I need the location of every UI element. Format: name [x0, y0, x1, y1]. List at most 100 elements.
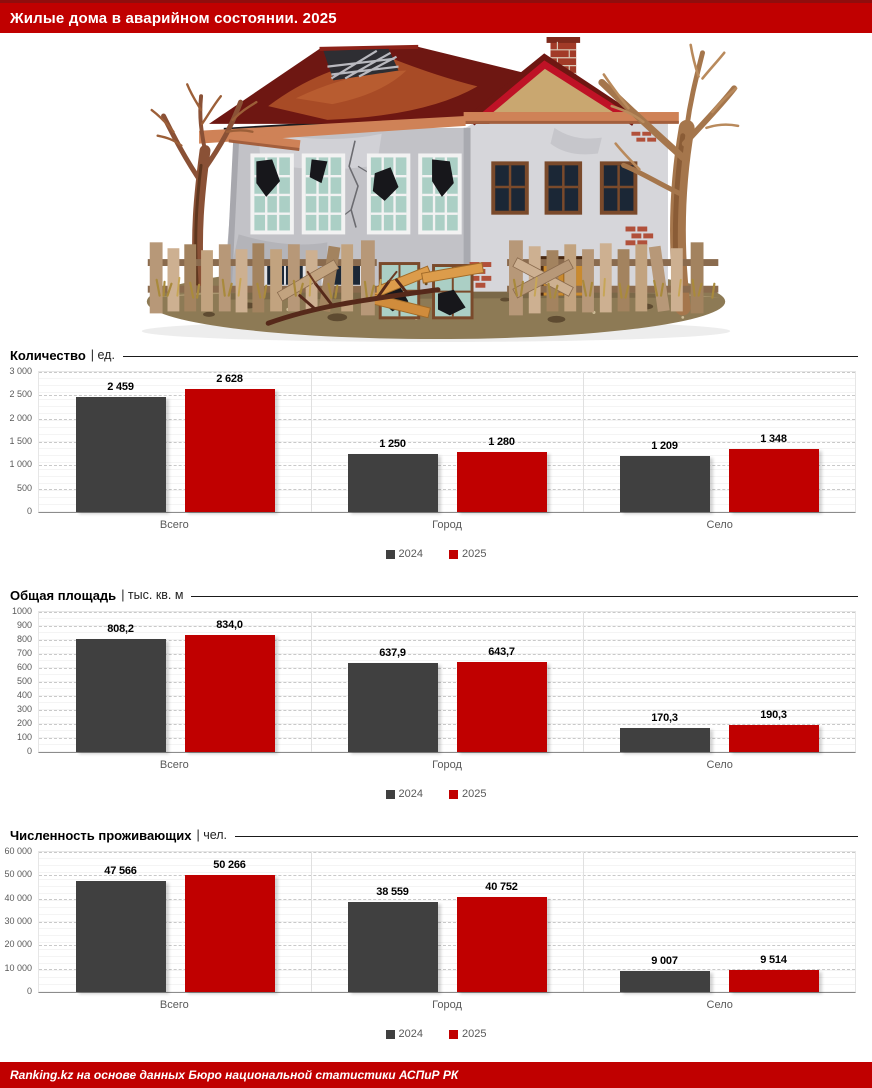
- grass: [155, 276, 716, 299]
- source-credit: Ranking.kz на основе данных Бюро национа…: [10, 1068, 459, 1082]
- value-label: 643,7: [488, 645, 515, 658]
- y-tick-label: 800: [16, 634, 32, 644]
- y-tick-label: 3 000: [9, 366, 32, 376]
- chart-section-quantity: Количество | ед. 0 500 1 000 1 500 2 000 2 50…: [0, 345, 872, 565]
- gridline: [39, 738, 855, 739]
- legend-label: 2024: [398, 788, 423, 800]
- legend-swatch: [385, 1029, 395, 1039]
- fallen-branch: [265, 270, 441, 326]
- panel-separator: [311, 852, 312, 992]
- y-tick-label: 500: [16, 676, 32, 686]
- title-rule: [235, 835, 858, 837]
- category-label: Село: [706, 999, 733, 1011]
- y-tick-label: 10 000: [4, 962, 32, 973]
- legend-label: 2024: [398, 548, 423, 560]
- y-tick-label: 1000: [11, 606, 32, 616]
- bar-2024: [347, 453, 438, 512]
- value-label: 50 266: [213, 858, 246, 871]
- gridline: [39, 465, 855, 467]
- legend-label: 2025: [462, 788, 487, 800]
- value-label: 834,0: [216, 619, 243, 632]
- value-label: 1 280: [488, 436, 515, 449]
- plot-area: 47 566 50 266 38 559 40 752 9 007 9 514: [38, 851, 856, 993]
- legend-swatch: [449, 1029, 458, 1039]
- bar-2025: [728, 449, 819, 512]
- category-axis: Всего Город Село: [38, 519, 856, 541]
- legend-swatch: [385, 789, 395, 799]
- legend-label: 2024: [398, 1028, 423, 1040]
- value-label: 190,3: [760, 709, 787, 722]
- gridline: [39, 372, 855, 373]
- category-label: Город: [432, 999, 462, 1011]
- legend-item-2025: 2025: [449, 788, 486, 800]
- value-label: 637,9: [379, 646, 406, 659]
- broken-windows: [250, 153, 462, 235]
- gridline: [39, 640, 855, 641]
- gridline: [39, 682, 855, 683]
- section-title: Количество | ед.: [10, 345, 858, 365]
- bar-2024: [347, 662, 438, 752]
- chart-section-residents: Численность проживающих | чел. 0 10 000 20…: [0, 825, 872, 1045]
- y-tick-label: 0: [26, 986, 32, 996]
- y-tick-label: 100: [16, 732, 32, 742]
- footer-bar: Ranking.kz на основе данных Бюро национа…: [0, 1062, 872, 1088]
- chart-unit: | ед.: [90, 348, 115, 362]
- section-title: Численность проживающих | чел.: [10, 825, 858, 845]
- gridline: [39, 395, 855, 397]
- y-tick-label: 1 500: [9, 436, 32, 446]
- title-rule: [191, 595, 858, 597]
- bar-2024: [347, 902, 438, 992]
- category-label: Село: [706, 759, 733, 771]
- plot-area: 2 459 2 628 1 250 1 280 1 209 1 348: [38, 371, 856, 513]
- value-label: 9 514: [760, 953, 787, 966]
- page-title: Жилые дома в аварийном состоянии. 2025: [10, 9, 337, 27]
- y-axis: 0 100 200 300 400 500 600 700 800 900 1000: [0, 606, 38, 756]
- legend: 2024 2025: [0, 543, 872, 565]
- bar-2025: [184, 389, 275, 512]
- value-label: 808,2: [107, 622, 134, 635]
- y-tick-label: 500: [16, 482, 32, 493]
- chart-row: 0 100 200 300 400 500 600 700 800 900 1000 808,2 83…: [0, 606, 872, 756]
- gridline: [39, 418, 855, 420]
- bar-2025: [456, 661, 547, 752]
- section-title: Общая площадь | тыс. кв. м: [10, 585, 858, 605]
- bar-2024: [619, 970, 710, 992]
- bar-2024: [619, 455, 710, 512]
- gridline: [39, 922, 855, 923]
- legend-item-2025: 2025: [449, 548, 486, 560]
- dark-windows: [491, 161, 638, 215]
- left-tree: [150, 83, 258, 292]
- category-axis: Всего Город Село: [38, 759, 856, 781]
- category-label: Всего: [159, 759, 189, 771]
- gridline: [39, 945, 855, 947]
- category-label: Село: [706, 519, 733, 531]
- bar-2024: [75, 397, 166, 512]
- y-tick-label: 200: [16, 718, 32, 728]
- gridline: [39, 696, 855, 697]
- dilapidated-house-illustration: [141, 37, 740, 343]
- category-label: Город: [432, 519, 462, 531]
- gridline: [39, 654, 855, 655]
- chart-section-area: Общая площадь | тыс. кв. м 0 100 200 300 400…: [0, 585, 872, 805]
- category-label: Всего: [159, 519, 189, 531]
- chart-title: Общая площадь: [10, 587, 117, 603]
- legend-label: 2025: [462, 548, 487, 560]
- value-label: 170,3: [651, 712, 678, 725]
- y-tick-label: 20 000: [4, 939, 32, 950]
- chart-row: 0 10 000 20 000 30 000 40 000 50 000 60 000 47…: [0, 846, 872, 996]
- panel-separator: [311, 612, 312, 752]
- value-label: 9 007: [651, 954, 678, 967]
- legend-label: 2025: [462, 1028, 487, 1040]
- value-label: 2 459: [107, 381, 134, 394]
- gridline: [39, 968, 855, 970]
- legend-item-2024: 2024: [385, 788, 423, 800]
- chart-title: Численность проживающих: [10, 827, 192, 843]
- value-label: 1 250: [379, 437, 406, 450]
- panel-separator: [583, 852, 584, 992]
- gridline: [39, 852, 855, 853]
- gridline: [39, 668, 855, 669]
- gridline: [39, 724, 855, 725]
- y-tick-label: 2 500: [9, 389, 32, 400]
- bar-2024: [75, 638, 166, 752]
